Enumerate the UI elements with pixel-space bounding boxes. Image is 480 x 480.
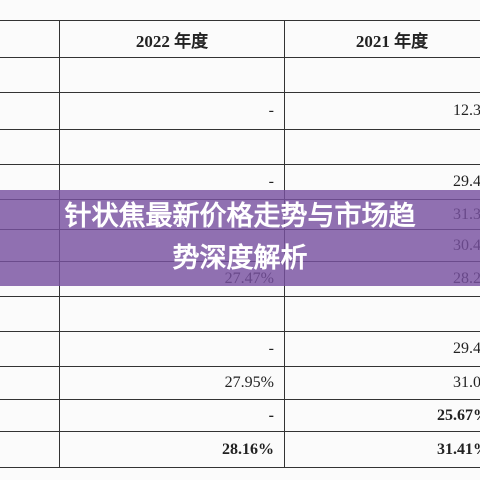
table-cell bbox=[0, 432, 60, 468]
table-cell: 25.67% bbox=[285, 400, 480, 432]
table-cell bbox=[0, 130, 60, 165]
table-cell bbox=[0, 93, 60, 130]
table-cell: - bbox=[60, 332, 285, 367]
table-cell: 2021 年度 bbox=[285, 20, 480, 58]
table-cell bbox=[285, 58, 480, 93]
banner: 针状焦最新价格走势与市场趋势深度解析 bbox=[0, 190, 480, 286]
table-cell: 12.36 bbox=[285, 93, 480, 130]
table-cell bbox=[60, 58, 285, 93]
table-cell: 公司 bbox=[0, 58, 60, 93]
table-cell: 29.48 bbox=[285, 332, 480, 367]
table-cell bbox=[285, 297, 480, 332]
table-cell: - bbox=[60, 400, 285, 432]
table-cell bbox=[60, 130, 285, 165]
table-cell: 28.16% bbox=[60, 432, 285, 468]
table-cell bbox=[0, 332, 60, 367]
table-cell bbox=[0, 367, 60, 400]
table-cell: 水平 bbox=[0, 400, 60, 432]
table-cell: 31.41% bbox=[285, 432, 480, 468]
table-cell bbox=[0, 20, 60, 58]
banner-title: 针状焦最新价格走势与市场趋势深度解析 bbox=[64, 201, 416, 274]
table-cell: 公司 bbox=[0, 297, 60, 332]
table-cell: 2022 年度 bbox=[60, 20, 285, 58]
table-cell: 31.06 bbox=[285, 367, 480, 400]
table-cell bbox=[60, 297, 285, 332]
table-cell bbox=[285, 130, 480, 165]
table-cell: - bbox=[60, 93, 285, 130]
table-cell: 27.95% bbox=[60, 367, 285, 400]
